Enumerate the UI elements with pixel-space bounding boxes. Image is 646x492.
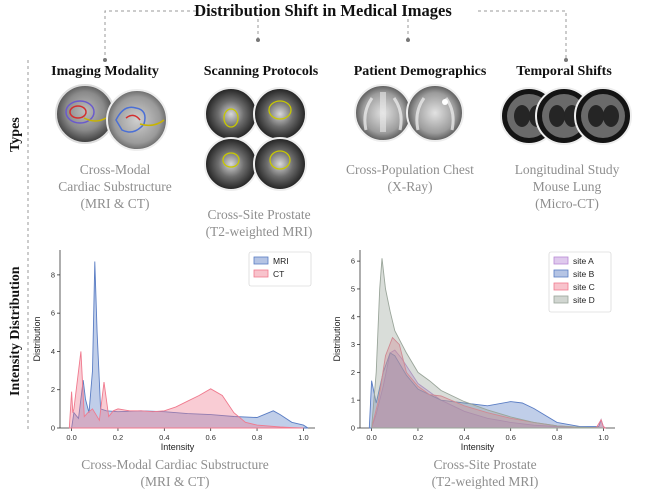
mouse-lung-ct-image-3: [574, 87, 632, 145]
connector-dot: [564, 58, 568, 62]
caption-line: Cross-Site Prostate: [433, 457, 537, 472]
types-label: Types: [8, 117, 23, 152]
caption-line: Cross-Modal Cardiac Substructure: [81, 457, 269, 472]
legend-swatch: [553, 295, 569, 304]
legend-label: CT: [273, 269, 284, 279]
category-imaging-modality: Imaging Modality: [51, 64, 159, 79]
caption-temporal-shifts: Longitudinal Study Mouse Lung (Micro-CT): [497, 161, 637, 212]
caption-scanning-protocols: Cross-Site Prostate (T2-weighted MRI): [184, 206, 334, 240]
y-tick-label: 4: [51, 347, 55, 356]
legend-swatch: [253, 256, 269, 265]
x-tick-label: 0.6: [205, 433, 215, 442]
x-tick-label: 1.0: [598, 433, 608, 442]
legend-swatch: [553, 282, 569, 291]
y-tick-label: 1: [351, 396, 355, 405]
figure-title: Distribution Shift in Medical Images: [194, 1, 452, 20]
y-tick-label: 2: [351, 368, 355, 377]
legend-box: [548, 251, 612, 313]
y-tick-label: 2: [51, 385, 55, 394]
caption-line: Cross-Population Chest: [346, 162, 474, 177]
y-tick-label: 0: [351, 424, 355, 433]
y-tick-label: 4: [351, 312, 355, 321]
x-tick-label: 0.4: [459, 433, 469, 442]
y-axis-label: Distribution: [332, 316, 342, 361]
legend-swatch: [553, 256, 569, 265]
title-connectors: [103, 10, 568, 62]
medical-image-thumbnails: [55, 84, 632, 191]
y-tick-label: 0: [51, 424, 55, 433]
x-tick-label: 0.4: [159, 433, 169, 442]
y-tick-label: 6: [351, 257, 355, 266]
caption-line: (T2-weighted MRI): [431, 474, 539, 489]
caption-line: Mouse Lung: [532, 179, 602, 194]
caption-line: (MRI & CT): [80, 196, 150, 211]
y-tick-label: 8: [51, 270, 55, 279]
y-tick-label: 5: [351, 284, 355, 293]
caption-line: (Micro-CT): [535, 196, 599, 211]
legend-swatch: [253, 269, 269, 278]
cardiac-intensity-chart: 0.0 0.2 0.4 0.6 0.8 1.0 0 2 4 6 8 Intensity Distribu…: [32, 250, 315, 452]
x-tick-label: 0.0: [366, 433, 376, 442]
side-divider: [27, 60, 29, 432]
plot-caption-cardiac: Cross-Modal Cardiac Substructure (MRI & …: [40, 456, 310, 490]
plot-caption-prostate: Cross-Site Prostate (T2-weighted MRI): [350, 456, 620, 490]
legend-label: site D: [573, 295, 595, 305]
connector-dot: [103, 58, 107, 62]
connector-dot: [406, 38, 410, 42]
x-tick-label: 0.6: [505, 433, 515, 442]
caption-line: (X-Ray): [387, 179, 433, 194]
x-tick-label: 0.2: [113, 433, 123, 442]
caption-imaging-modality: Cross-Modal Cardiac Substructure (MRI & …: [40, 161, 190, 212]
series-area-site-d: [371, 258, 604, 429]
category-patient-demographics: Patient Demographics: [353, 64, 487, 79]
y-tick-label: 3: [351, 340, 355, 349]
chest-xray-image-2: [406, 84, 464, 142]
caption-line: (MRI & CT): [140, 474, 210, 489]
connector-imaging: [104, 10, 196, 60]
series-area-site-c: [371, 336, 606, 429]
caption-line: Cardiac Substructure: [58, 179, 172, 194]
prostate-mri-image-4: [253, 137, 307, 191]
y-axis-label: Distribution: [32, 316, 42, 361]
legend-label: MRI: [273, 256, 289, 266]
prostate-mri-image-3: [204, 137, 258, 191]
category-temporal-shifts: Temporal Shifts: [516, 64, 612, 79]
y-tick-label: 6: [51, 309, 55, 318]
x-tick-label: 0.8: [252, 433, 262, 442]
caption-line: Cross-Site Prostate: [207, 207, 311, 222]
x-axis-label: Intensity: [161, 442, 195, 452]
connector-dot: [256, 38, 260, 42]
cardiac-ct-image: [106, 89, 168, 151]
caption-patient-demographics: Cross-Population Chest (X-Ray): [330, 161, 490, 195]
caption-line: (T2-weighted MRI): [205, 224, 313, 239]
legend-swatch: [553, 269, 569, 278]
series-area-ct: [68, 351, 304, 429]
cardiac-mri-image: [55, 84, 115, 144]
legend-label: site C: [573, 282, 595, 292]
category-scanning-protocols: Scanning Protocols: [203, 64, 319, 79]
caption-line: Cross-Modal: [79, 162, 151, 177]
connector-temporal: [478, 10, 567, 60]
chest-xray-image-1: [354, 84, 412, 142]
prostate-mri-image-1: [204, 87, 258, 141]
prostate-mri-image-2: [253, 87, 307, 141]
x-tick-label: 0.8: [552, 433, 562, 442]
legend-label: site A: [573, 256, 594, 266]
legend-box: [248, 251, 312, 287]
x-tick-label: 0.0: [66, 433, 76, 442]
prostate-intensity-chart: 0.0 0.2 0.4 0.6 0.8 1.0 0 1 2 3 4 5 6 Intensity Distri…: [332, 250, 615, 452]
x-tick-label: 1.0: [298, 433, 308, 442]
intensity-distribution-label: Intensity Distribution: [8, 266, 23, 396]
x-axis-label: Intensity: [461, 442, 495, 452]
legend-label: site B: [573, 269, 595, 279]
x-tick-label: 0.2: [413, 433, 423, 442]
caption-line: Longitudinal Study: [514, 162, 620, 177]
